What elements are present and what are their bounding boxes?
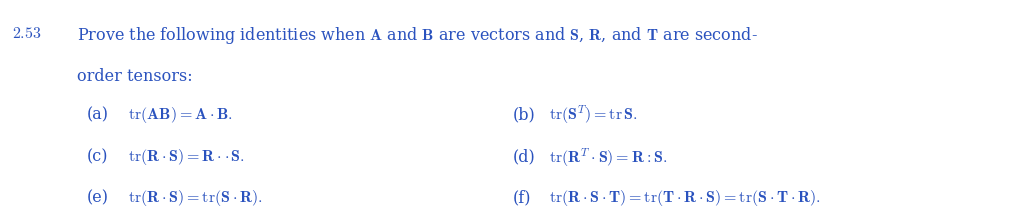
Text: $\mathrm{tr}(\mathbf{R} \cdot \mathbf{S}) = \mathbf{R} \cdot{\cdot}\,\mathbf{S}.: $\mathrm{tr}(\mathbf{R} \cdot \mathbf{S}…	[128, 147, 245, 166]
Text: (d): (d)	[513, 148, 536, 165]
Text: (a): (a)	[87, 106, 109, 123]
Text: (f): (f)	[513, 188, 531, 205]
Text: $\mathrm{tr}(\mathbf{R}^T \cdot \mathbf{S}) = \mathbf{R} : \mathbf{S}.$: $\mathrm{tr}(\mathbf{R}^T \cdot \mathbf{…	[549, 145, 667, 168]
Text: (e): (e)	[87, 188, 109, 205]
Text: $\mathrm{tr}(\mathbf{S}^T) = \mathrm{tr}\,\mathbf{S}.$: $\mathrm{tr}(\mathbf{S}^T) = \mathrm{tr}…	[549, 103, 638, 125]
Text: order tensors:: order tensors:	[77, 68, 193, 85]
Text: $\mathbf{2.53}$: $\mathbf{2.53}$	[12, 25, 42, 42]
Text: $\mathrm{tr}(\mathbf{AB}) = \mathbf{A} \cdot \mathbf{B}.$: $\mathrm{tr}(\mathbf{AB}) = \mathbf{A} \…	[128, 104, 233, 124]
Text: (b): (b)	[513, 106, 536, 123]
Text: $\mathrm{tr}(\mathbf{R} \cdot \mathbf{S}) = \mathrm{tr}(\mathbf{S} \cdot \mathbf: $\mathrm{tr}(\mathbf{R} \cdot \mathbf{S}…	[128, 187, 263, 206]
Text: Prove the following identities when $\mathbf{A}$ and $\mathbf{B}$ are vectors an: Prove the following identities when $\ma…	[77, 25, 758, 46]
Text: (c): (c)	[87, 148, 109, 165]
Text: $\mathrm{tr}(\mathbf{R} \cdot \mathbf{S} \cdot \mathbf{T}) = \mathrm{tr}(\mathbf: $\mathrm{tr}(\mathbf{R} \cdot \mathbf{S}…	[549, 187, 821, 206]
